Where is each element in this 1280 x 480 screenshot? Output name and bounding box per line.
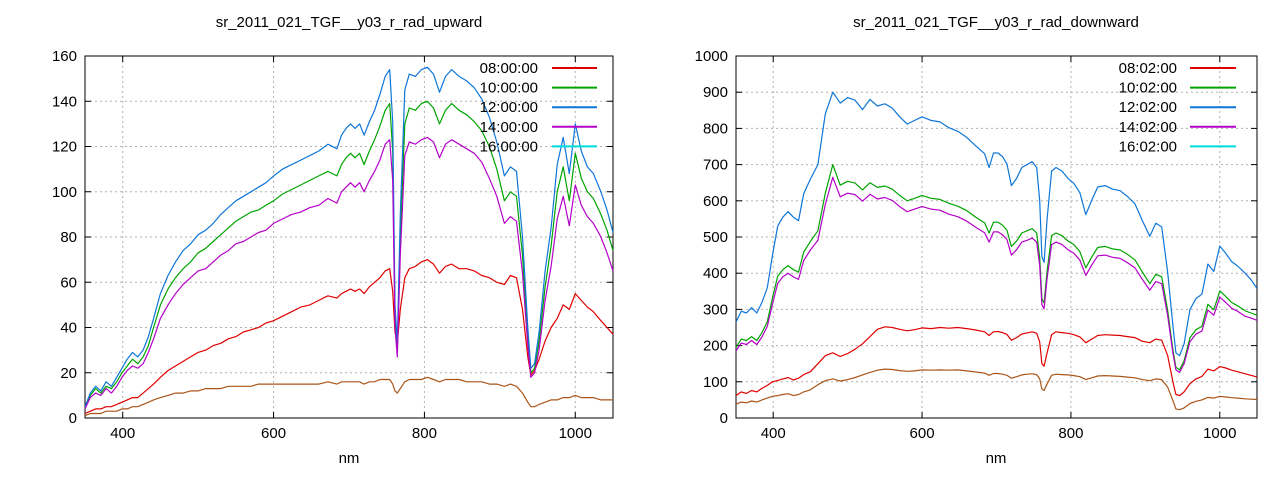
x-tick-label: 400 bbox=[761, 425, 786, 442]
x-tick-label: 400 bbox=[110, 425, 135, 442]
legend-label: 16:00:00 bbox=[480, 138, 538, 155]
x-tick-label: 800 bbox=[412, 425, 437, 442]
legend-label: 14:00:00 bbox=[480, 119, 538, 136]
y-tick-label: 160 bbox=[52, 48, 77, 65]
legend-label: 08:02:00 bbox=[1119, 60, 1177, 77]
series-line-12:02:00 bbox=[735, 91, 1258, 357]
legend-label: 12:00:00 bbox=[480, 99, 538, 116]
legend-label: 10:00:00 bbox=[480, 80, 538, 97]
legend-label: 14:02:00 bbox=[1119, 119, 1177, 136]
y-tick-label: 100 bbox=[52, 184, 77, 201]
series-line-16:02:00 bbox=[735, 368, 1258, 411]
y-tick-label: 500 bbox=[703, 229, 728, 246]
y-tick-label: 0 bbox=[720, 410, 728, 427]
y-tick-label: 900 bbox=[703, 84, 728, 101]
y-tick-label: 120 bbox=[52, 139, 77, 156]
series-line-14:00:00 bbox=[84, 136, 614, 410]
x-axis-label-downward: nm bbox=[985, 450, 1007, 467]
y-tick-label: 40 bbox=[60, 320, 77, 337]
y-tick-label: 60 bbox=[60, 274, 77, 291]
y-tick-label: 0 bbox=[69, 410, 77, 427]
y-tick-label: 100 bbox=[703, 374, 728, 391]
series-line-08:00:00 bbox=[84, 259, 614, 415]
y-tick-label: 80 bbox=[60, 229, 77, 246]
y-tick-label: 800 bbox=[703, 120, 728, 137]
x-tick-label: 1000 bbox=[559, 425, 592, 442]
y-tick-label: 20 bbox=[60, 365, 77, 382]
chart-title-upward: sr_2011_021_TGF__y03_r_rad_upward bbox=[215, 14, 483, 31]
x-tick-label: 600 bbox=[910, 425, 935, 442]
series-line-10:02:00 bbox=[735, 164, 1258, 371]
y-tick-label: 400 bbox=[703, 265, 728, 282]
legend-label: 08:00:00 bbox=[480, 60, 538, 77]
x-tick-label: 1000 bbox=[1203, 425, 1236, 442]
y-tick-label: 600 bbox=[703, 193, 728, 210]
x-tick-label: 600 bbox=[261, 425, 286, 442]
x-tick-label: 800 bbox=[1058, 425, 1083, 442]
legend-label: 10:02:00 bbox=[1119, 80, 1177, 97]
chart-title-downward: sr_2011_021_TGF__y03_r_rad_downward bbox=[853, 14, 1139, 31]
series-line-12:00:00 bbox=[84, 66, 614, 407]
legend-label: 16:02:00 bbox=[1119, 138, 1177, 155]
y-tick-label: 700 bbox=[703, 157, 728, 174]
y-tick-label: 300 bbox=[703, 301, 728, 318]
x-axis-label-upward: nm bbox=[338, 450, 360, 467]
series-line-16:00:00 bbox=[84, 376, 613, 417]
y-tick-label: 200 bbox=[703, 338, 728, 355]
series-line-14:02:00 bbox=[735, 176, 1258, 373]
series-line-08:02:00 bbox=[735, 326, 1258, 397]
legend-label: 12:02:00 bbox=[1119, 99, 1177, 116]
y-tick-label: 1000 bbox=[695, 48, 728, 65]
y-tick-label: 140 bbox=[52, 93, 77, 110]
